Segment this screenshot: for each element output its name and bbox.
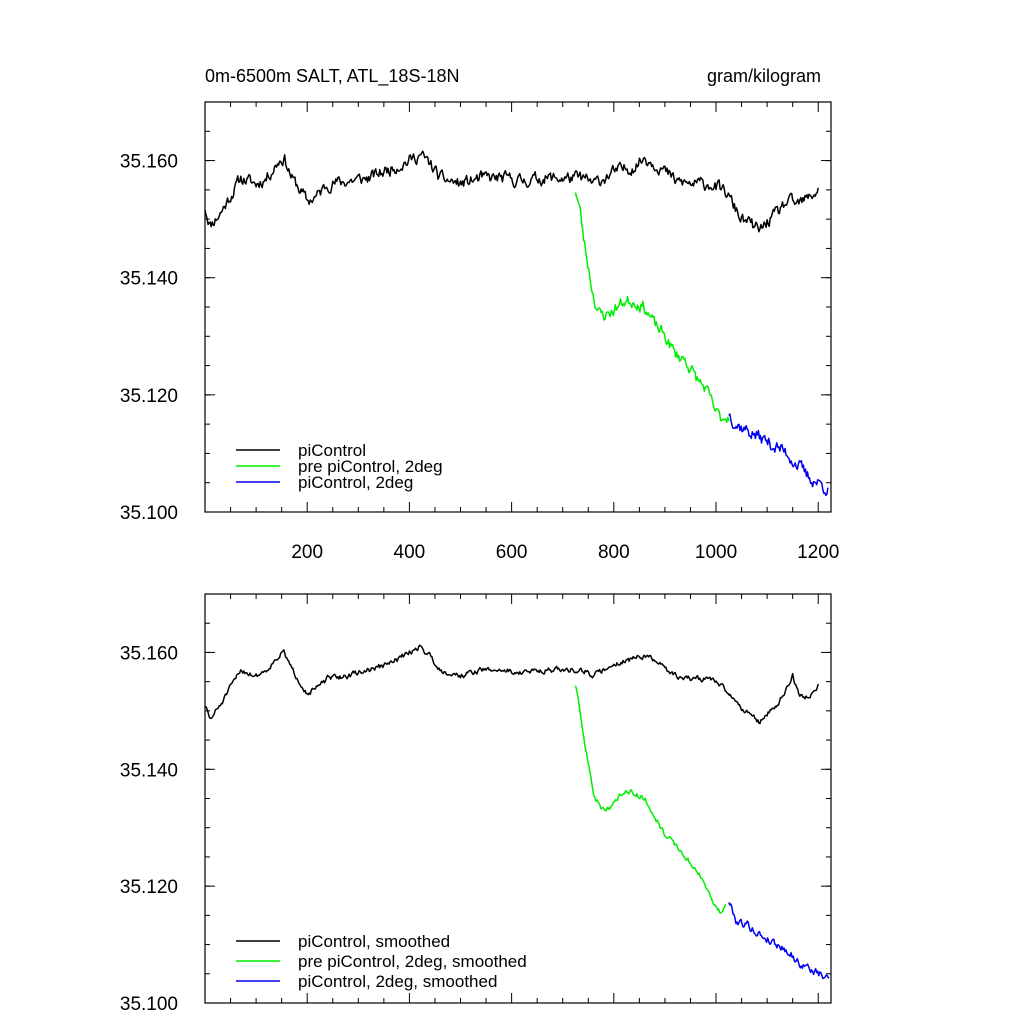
x-tick-label: 600 xyxy=(496,542,528,563)
series-line-1 xyxy=(204,150,819,233)
y-tick-label: 35.100 xyxy=(120,503,178,524)
legend-label: piControl, 2deg xyxy=(298,473,413,492)
legend-label: piControl, smoothed xyxy=(298,932,450,951)
series-line-3 xyxy=(728,413,829,497)
legend-label: piControl, 2deg, smoothed xyxy=(298,972,497,991)
series-line-2 xyxy=(574,685,727,914)
y-tick-label: 35.100 xyxy=(120,994,178,1015)
legend-label: pre piControl, 2deg, smoothed xyxy=(298,952,527,971)
legend-label: piControl xyxy=(298,441,366,460)
y-tick-label: 35.160 xyxy=(120,643,178,664)
panel-bottom: 35.100 35.120 35.140 35.160 piControl, smoot… xyxy=(120,593,832,1015)
y-tick-label: 35.140 xyxy=(120,269,178,290)
series-line-2 xyxy=(574,192,730,423)
x-tick-label: 1200 xyxy=(797,542,839,563)
chart-title: 0m-6500m SALT, ATL_18S-18N xyxy=(205,66,459,87)
y-tick-label: 35.160 xyxy=(120,152,178,173)
x-tick-label: 200 xyxy=(291,542,323,563)
y-tick-label: 35.120 xyxy=(120,386,178,407)
y-tick-label: 35.120 xyxy=(120,877,178,898)
series-line-3 xyxy=(728,902,830,980)
x-tick-label: 800 xyxy=(598,542,630,563)
series-line-1 xyxy=(204,644,819,725)
panel-top: 35.100 35.120 35.140 35.160 200 400 600 800 1000… xyxy=(120,66,839,563)
x-tick-label: 1000 xyxy=(695,542,737,563)
legend-label: pre piControl, 2deg xyxy=(298,457,443,476)
y-tick-label: 35.140 xyxy=(120,760,178,781)
x-tick-label: 400 xyxy=(394,542,426,563)
units-label: gram/kilogram xyxy=(707,66,821,86)
